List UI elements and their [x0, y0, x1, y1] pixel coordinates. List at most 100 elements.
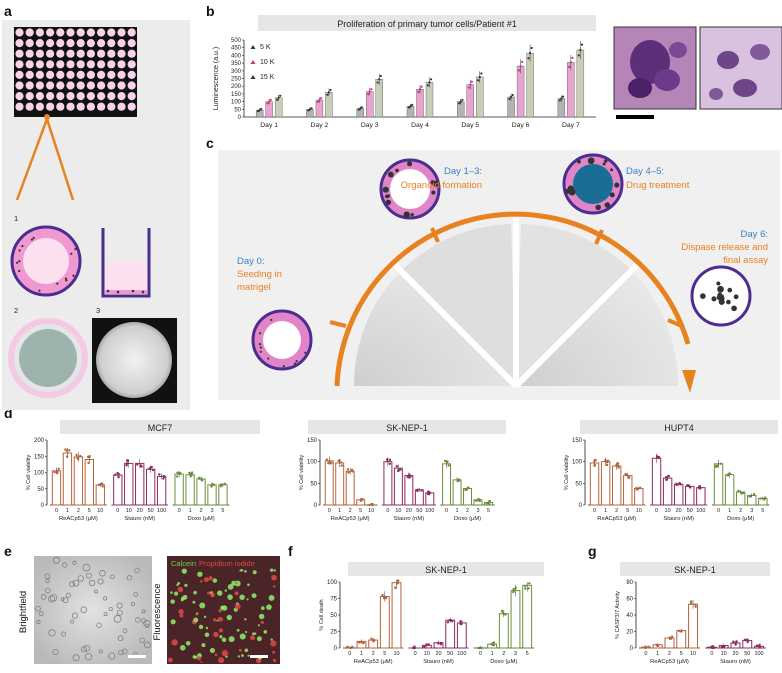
data-point — [737, 489, 740, 493]
label-day6-title: Day 6: — [741, 229, 768, 240]
plate-well — [86, 60, 95, 69]
data-point — [279, 94, 282, 97]
data-point — [605, 463, 609, 467]
y-axis-label: % CASP3/7 Activity — [615, 591, 621, 639]
fluorescent-cell — [197, 571, 203, 577]
data-point — [476, 498, 480, 501]
y-tick-label: 20 — [626, 630, 633, 636]
bar — [135, 462, 145, 506]
data-point — [367, 92, 370, 96]
y-tick-label: 50 — [310, 481, 317, 487]
data-point — [759, 497, 762, 500]
x-tick-label: 100 — [457, 651, 466, 657]
data-point — [477, 646, 480, 650]
data-point — [307, 109, 310, 112]
bar — [673, 483, 684, 506]
data-point — [755, 644, 759, 647]
fluorescent-cell — [257, 624, 260, 627]
fluorescent-cell — [217, 590, 223, 596]
plate-well — [35, 81, 45, 90]
fluorescent-cell — [236, 628, 240, 632]
micrograph-day6 — [516, 271, 679, 386]
data-point — [743, 638, 747, 642]
data-point — [413, 646, 416, 650]
plate-well — [117, 28, 126, 37]
released-organoid — [716, 281, 721, 286]
cell-dot — [614, 182, 620, 188]
panel-letter-b: b — [206, 3, 215, 19]
x-tick-label: 5 — [526, 651, 529, 657]
data-point — [383, 597, 386, 600]
cell-dot — [18, 260, 21, 263]
y-tick-label: 25 — [330, 630, 337, 636]
data-point — [114, 473, 117, 476]
y-tick-label: 350 — [231, 61, 242, 67]
cell — [118, 649, 124, 656]
plate-well — [97, 39, 106, 48]
fluorescent-cell — [200, 580, 203, 583]
x-tick-label: 2 — [200, 508, 203, 514]
cell-dot — [395, 168, 399, 173]
plate-well — [66, 49, 75, 58]
cell — [62, 562, 68, 568]
plate-well — [56, 81, 65, 90]
well-side-view — [101, 228, 151, 298]
fluorescent-cell — [199, 602, 206, 609]
cell-dot — [38, 289, 41, 292]
data-point — [407, 106, 410, 109]
y-tick-label: 150 — [34, 454, 45, 460]
y-tick-label: 0 — [314, 503, 318, 509]
plate-well — [66, 39, 75, 48]
cell — [40, 594, 47, 600]
data-point — [416, 489, 419, 493]
released-organoid — [711, 296, 717, 302]
data-point — [694, 603, 697, 606]
group-label: Doxo (μM) — [727, 516, 754, 522]
scale-bar-brightfield — [128, 655, 146, 658]
cell — [113, 615, 122, 623]
data-point — [268, 100, 271, 103]
data-point — [126, 459, 129, 462]
data-point — [726, 474, 729, 477]
data-point — [397, 469, 400, 473]
y-tick-label: 100 — [327, 580, 338, 586]
cell-dot — [385, 199, 392, 205]
data-point — [689, 602, 693, 605]
x-tick-label: 2 — [466, 508, 469, 514]
data-point — [523, 584, 527, 588]
cell-dot — [70, 252, 73, 255]
data-point — [151, 468, 155, 472]
data-point — [188, 471, 191, 475]
fluorescent-cell — [212, 578, 218, 583]
y-tick-label: 40 — [626, 613, 633, 619]
fluorescent-cell — [270, 638, 273, 641]
fluorescent-cell — [173, 591, 179, 596]
legend-label: 15 K — [260, 74, 275, 81]
cell — [44, 573, 51, 580]
bar — [589, 462, 600, 506]
plate-well — [117, 49, 126, 58]
step-label-1: 1 — [14, 214, 18, 223]
fluorescent-cell — [193, 590, 197, 595]
bar — [146, 468, 156, 506]
plate-well — [46, 81, 55, 90]
bar — [425, 82, 434, 118]
data-point — [758, 643, 761, 647]
x-tick-label: 1 — [604, 508, 607, 514]
plate-well — [25, 70, 34, 79]
data-point — [347, 471, 350, 474]
plate-well — [56, 60, 65, 69]
well-side-view-matrigel — [105, 290, 147, 294]
data-point — [459, 100, 462, 103]
fluorescent-cell — [197, 656, 202, 661]
data-point — [388, 458, 392, 462]
bar — [379, 596, 390, 649]
fluorescent-cell — [209, 647, 216, 654]
data-point — [210, 485, 213, 488]
cell — [103, 612, 108, 616]
x-tick-label: 3 — [750, 508, 753, 514]
data-point — [381, 593, 384, 597]
cell — [126, 575, 132, 581]
released-organoid — [718, 293, 724, 300]
x-tick-label: 1 — [338, 508, 341, 514]
